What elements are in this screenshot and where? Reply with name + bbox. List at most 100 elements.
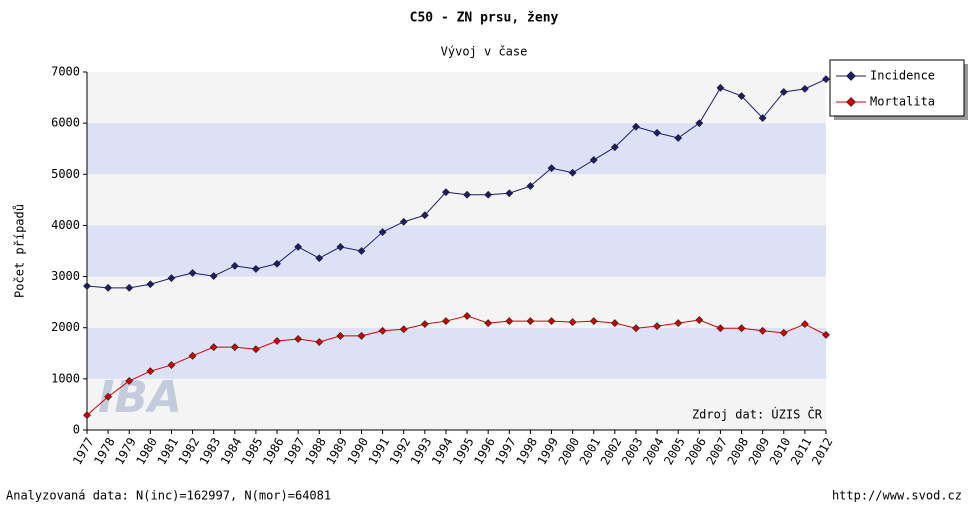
data-point — [737, 92, 746, 100]
data-point — [568, 168, 577, 177]
y-tick-label: 4000 — [51, 218, 80, 232]
data-point — [294, 242, 303, 251]
data-point — [378, 228, 387, 237]
legend-label: Mortalita — [870, 95, 935, 109]
x-tick-label: 2005 — [661, 435, 688, 467]
data-point — [484, 319, 493, 328]
background-band — [87, 225, 826, 277]
data-point — [104, 283, 113, 292]
data-point — [251, 345, 260, 354]
x-tick-label: 1996 — [471, 435, 498, 467]
x-tick-label: 1984 — [218, 435, 245, 467]
x-tick-label: 1977 — [70, 435, 97, 467]
x-tick-label: 1980 — [133, 435, 160, 467]
data-point — [294, 335, 303, 343]
data-point — [463, 190, 471, 199]
data-point — [505, 189, 514, 198]
data-point — [146, 280, 155, 289]
x-tick-label: 1979 — [112, 435, 139, 467]
data-point — [758, 326, 767, 335]
x-tick-label: 1989 — [323, 435, 350, 467]
data-point — [716, 83, 725, 92]
x-tick-label: 1981 — [155, 435, 182, 467]
legend-marker — [846, 71, 856, 81]
y-tick-label: 5000 — [51, 167, 80, 181]
data-point — [104, 392, 113, 401]
data-point — [674, 134, 683, 142]
data-point — [315, 338, 324, 346]
data-point — [442, 188, 450, 197]
footer-right: http://www.svod.cz — [832, 489, 962, 503]
data-point — [484, 190, 493, 199]
data-point — [315, 254, 324, 263]
x-tick-label: 2006 — [682, 435, 709, 467]
y-axis-label: Počet případů — [13, 204, 27, 298]
data-point — [336, 242, 345, 251]
data-point — [83, 282, 91, 290]
background-band — [87, 174, 826, 226]
data-point — [610, 143, 619, 152]
data-point — [653, 128, 662, 137]
footer-left: Analyzovaná data: N(inc)=162997, N(mor)=… — [6, 489, 331, 503]
data-point — [822, 75, 830, 84]
x-tick-label: 2000 — [556, 435, 583, 467]
data-point — [737, 324, 746, 333]
data-point — [420, 211, 429, 220]
data-point — [653, 322, 662, 331]
series-line — [86, 78, 827, 289]
data-point — [674, 319, 683, 328]
x-tick-label: 2012 — [809, 435, 836, 467]
data-point — [568, 318, 577, 327]
x-tick-label: 1993 — [408, 435, 435, 467]
chart-title: C50 - ZN prsu, ženy — [410, 11, 559, 26]
x-tick-label: 2007 — [703, 435, 730, 467]
y-tick-label: 1000 — [51, 371, 80, 385]
data-point — [589, 156, 598, 164]
watermark: IBA — [98, 372, 182, 423]
background-band — [87, 276, 826, 328]
x-tick-label: 1999 — [535, 435, 562, 467]
x-tick-label: 1994 — [429, 435, 456, 467]
x-tick-label: 2010 — [767, 435, 794, 467]
data-point — [442, 317, 450, 325]
x-tick-label: 1995 — [450, 435, 477, 467]
data-point — [167, 361, 176, 369]
data-point — [188, 269, 197, 277]
y-tick-label: 2000 — [51, 320, 80, 334]
data-point — [505, 317, 514, 325]
legend-box — [829, 59, 965, 117]
data-point — [589, 317, 598, 325]
background-band — [87, 123, 826, 175]
data-point — [83, 411, 91, 420]
x-tick-label: 1985 — [239, 435, 266, 467]
data-point — [357, 247, 366, 255]
x-tick-label: 2004 — [640, 435, 667, 467]
data-point — [632, 122, 640, 131]
data-point — [167, 274, 176, 283]
x-tick-label: 2011 — [788, 435, 815, 467]
data-point — [357, 331, 366, 340]
chart-subtitle: Vývoj v čase — [441, 45, 528, 59]
data-point — [230, 261, 239, 270]
data-point — [209, 343, 218, 352]
data-point — [526, 182, 535, 190]
data-point — [547, 317, 556, 325]
x-tick-label: 2008 — [725, 435, 752, 467]
background-band — [87, 327, 826, 379]
y-tick-label: 7000 — [51, 65, 80, 79]
data-point — [230, 343, 239, 352]
data-point — [716, 324, 725, 333]
background-band — [87, 378, 826, 430]
y-tick-label: 0 — [73, 423, 80, 437]
data-point — [420, 320, 429, 329]
x-tick-label: 2001 — [577, 435, 604, 467]
data-point — [822, 330, 830, 339]
data-point — [125, 376, 134, 385]
data-point — [779, 328, 788, 337]
x-tick-label: 1988 — [302, 435, 329, 467]
source-annotation: Zdroj dat: ÚZIS ČR — [692, 407, 823, 422]
x-tick-label: 2009 — [746, 435, 773, 467]
data-point — [399, 325, 408, 334]
legend-marker — [846, 97, 856, 107]
x-tick-label: 1986 — [260, 435, 287, 467]
